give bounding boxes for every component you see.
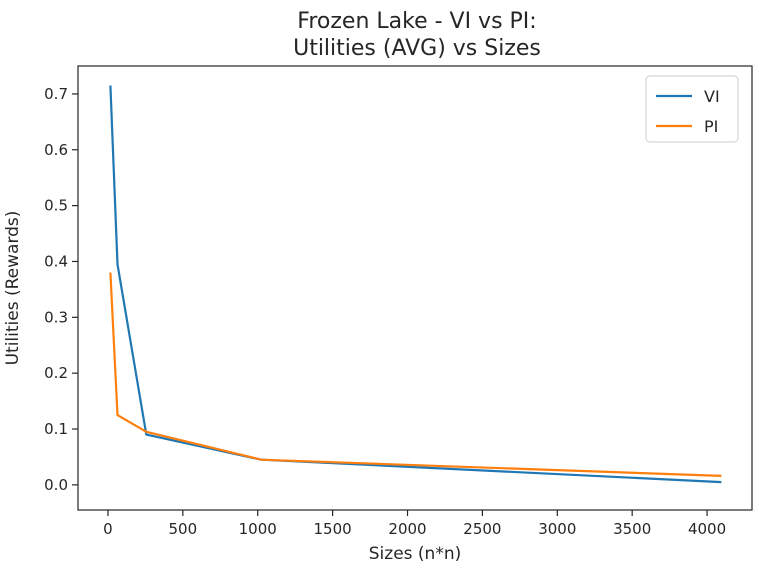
x-tick-label: 1500 xyxy=(314,520,352,538)
legend-label-vi: VI xyxy=(704,87,720,106)
chart-title-line-1: Frozen Lake - VI vs PI: xyxy=(297,9,536,34)
x-tick-label: 2000 xyxy=(388,520,426,538)
x-axis-label: Sizes (n*n) xyxy=(369,544,461,564)
y-axis-label: Utilities (Rewards) xyxy=(3,211,23,366)
legend-box xyxy=(645,75,739,143)
y-tick-label: 0.7 xyxy=(44,85,68,103)
x-tick-label: 4000 xyxy=(688,520,726,538)
x-tick-label: 2500 xyxy=(463,520,501,538)
x-tick-label: 500 xyxy=(169,520,198,538)
y-tick-label: 0.2 xyxy=(44,364,68,382)
x-tick-label: 0 xyxy=(103,520,113,538)
series-line-pi xyxy=(109,272,722,477)
x-tick-label: 3000 xyxy=(538,520,576,538)
series-lines xyxy=(109,85,722,484)
y-axis-ticks: 0.0 0.1 0.2 0.3 0.4 0.5 0.6 0.7 xyxy=(44,85,78,494)
y-tick-label: 0.4 xyxy=(44,252,68,270)
x-tick-label: 3500 xyxy=(613,520,651,538)
y-tick-label: 0.3 xyxy=(44,308,68,326)
y-tick-label: 0.6 xyxy=(44,141,68,159)
chart-title-line-2: Utilities (AVG) vs Sizes xyxy=(293,36,541,61)
x-axis-ticks: 0 500 1000 1500 2000 2500 3000 3500 4000 xyxy=(103,510,726,538)
y-tick-label: 0.0 xyxy=(44,476,68,494)
series-line-vi xyxy=(109,85,722,484)
y-tick-label: 0.1 xyxy=(44,420,68,438)
plot-area: 0 500 1000 1500 2000 2500 3000 3500 4000 0.00.10… xyxy=(44,65,753,538)
plot-frame xyxy=(77,65,753,511)
legend: VI PI xyxy=(645,75,739,143)
legend-label-pi: PI xyxy=(704,117,718,136)
y-tick-label: 0.5 xyxy=(44,197,68,215)
x-tick-label: 1000 xyxy=(239,520,277,538)
